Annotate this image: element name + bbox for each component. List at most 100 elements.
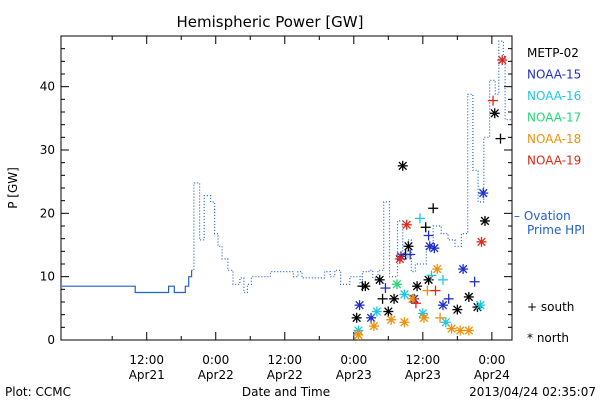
north-point xyxy=(353,329,364,340)
north-point xyxy=(489,108,500,119)
south-point xyxy=(426,270,437,281)
south-point xyxy=(423,230,434,241)
south-marker-legend: + south xyxy=(527,300,574,314)
point-stroke xyxy=(480,216,490,226)
north-point xyxy=(403,241,414,252)
point-stroke xyxy=(389,294,399,304)
point-stroke xyxy=(369,321,379,331)
south-point xyxy=(420,222,431,233)
point-stroke xyxy=(425,242,434,251)
x-tick-date: Apr22 xyxy=(267,368,303,382)
point-stroke xyxy=(400,290,409,299)
point-stroke xyxy=(352,313,361,323)
legend-item: METP-02 xyxy=(527,46,579,60)
y-axis-label: P [GW] xyxy=(6,167,20,209)
point-stroke xyxy=(419,313,429,323)
ovation-solid-line xyxy=(62,270,193,294)
south-point xyxy=(414,213,425,224)
x-tick-date: Apr22 xyxy=(198,368,234,382)
ovation-legend-label: Prime HPI xyxy=(527,223,585,237)
point-stroke xyxy=(392,280,402,289)
x-tick-time: 0:00 xyxy=(340,353,367,367)
x-tick-date: Apr24 xyxy=(474,368,510,382)
x-tick-date: Apr21 xyxy=(129,368,165,382)
north-point xyxy=(452,304,463,315)
north-point xyxy=(446,323,457,334)
north-point xyxy=(418,312,429,323)
north-point xyxy=(399,289,410,300)
legend-item: NOAA-15 xyxy=(527,68,581,82)
point-stroke xyxy=(372,307,382,316)
point-stroke xyxy=(455,326,465,335)
north-point xyxy=(412,281,423,292)
south-point xyxy=(357,281,368,292)
y-tick-label: 40 xyxy=(40,80,55,94)
north-point xyxy=(371,306,382,317)
legend-item: NOAA-16 xyxy=(527,89,581,103)
south-point xyxy=(410,298,421,309)
point-stroke xyxy=(355,300,364,310)
point-stroke xyxy=(477,237,486,247)
north-point xyxy=(368,321,379,332)
point-stroke xyxy=(476,300,485,310)
point-stroke xyxy=(458,264,468,274)
north-marker-legend: * north xyxy=(527,331,569,345)
point-stroke xyxy=(438,300,448,310)
north-point xyxy=(391,279,402,290)
ovation-dotted-line xyxy=(191,40,511,294)
x-tick-time: 12:00 xyxy=(267,353,302,367)
north-point xyxy=(479,215,490,226)
south-point xyxy=(435,312,446,323)
satellite-legend: METP-02 NOAA-15 NOAA-16 NOAA-17 NOAA-18 NOAA-… xyxy=(514,46,585,345)
point-stroke xyxy=(384,307,393,316)
legend-item: NOAA-17 xyxy=(527,111,581,125)
point-stroke xyxy=(464,326,474,335)
point-stroke xyxy=(432,264,442,274)
x-axis: 12:00Apr210:00Apr2212:00Apr220:00Apr2312… xyxy=(111,36,510,382)
x-tick-time: 12:00 xyxy=(129,353,164,367)
point-stroke xyxy=(490,109,500,118)
legend-item: NOAA-19 xyxy=(527,154,581,168)
north-point xyxy=(394,253,405,264)
north-point xyxy=(429,243,440,254)
north-point xyxy=(475,300,486,311)
point-stroke xyxy=(412,281,422,291)
y-tick-label: 30 xyxy=(40,143,55,157)
point-stroke xyxy=(354,330,363,340)
x-axis-label: Date and Time xyxy=(242,385,330,399)
south-point xyxy=(488,95,499,106)
point-stroke xyxy=(402,220,411,229)
point-stroke xyxy=(395,254,405,264)
legend-item: NOAA-18 xyxy=(527,132,581,146)
north-point xyxy=(401,219,412,230)
point-stroke xyxy=(398,161,407,171)
ovation-series xyxy=(62,40,511,294)
south-point xyxy=(430,285,441,296)
point-stroke xyxy=(441,318,451,327)
south-point xyxy=(380,283,391,294)
point-stroke xyxy=(400,318,409,327)
north-point xyxy=(463,325,474,336)
north-point xyxy=(437,300,448,311)
x-tick-time: 0:00 xyxy=(202,353,229,367)
south-point xyxy=(428,203,439,214)
point-stroke xyxy=(464,292,474,302)
north-point xyxy=(351,312,362,323)
north-point xyxy=(374,274,385,285)
point-stroke xyxy=(386,315,396,324)
x-tick-time: 0:00 xyxy=(478,353,505,367)
north-point xyxy=(397,160,408,171)
ovation-legend-label: – Ovation xyxy=(514,209,571,223)
y-tick-label: 10 xyxy=(40,270,55,284)
south-point xyxy=(405,249,416,260)
plot-frame xyxy=(60,35,513,341)
north-point xyxy=(354,300,365,311)
north-point xyxy=(458,264,469,275)
point-stroke xyxy=(404,242,413,251)
plot-timestamp: 2013/04/24 02:35:07 xyxy=(469,385,596,399)
y-axis: 0 10 20 30 40 xyxy=(40,48,512,347)
plot-credit: Plot: CCMC xyxy=(5,385,71,399)
point-stroke xyxy=(375,275,384,285)
y-tick-label: 20 xyxy=(40,206,55,220)
